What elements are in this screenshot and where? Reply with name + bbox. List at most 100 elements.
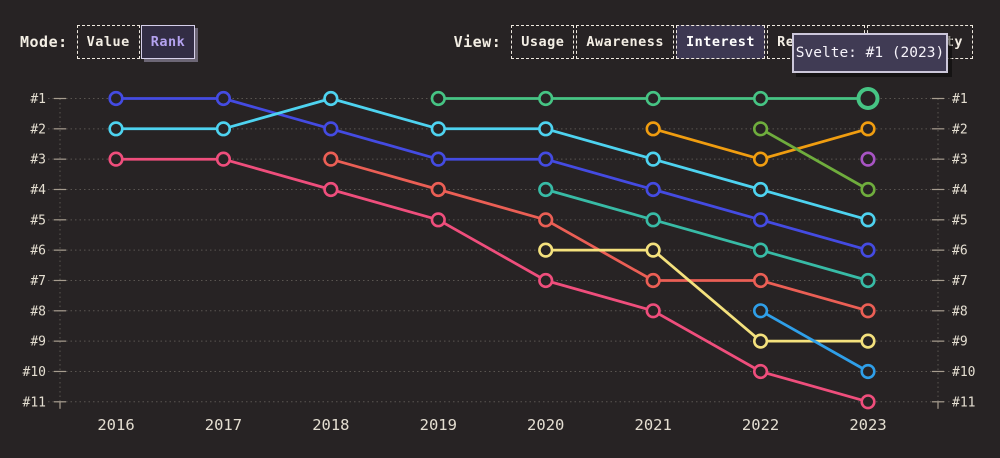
marker-olive-2022[interactable] <box>752 121 769 137</box>
marker-teal-2021[interactable] <box>645 212 661 228</box>
y-tick-right: #1 <box>952 92 968 107</box>
marker-red-2018[interactable] <box>323 151 339 167</box>
y-tick-left: #7 <box>30 274 46 289</box>
y-tick-right: #6 <box>952 244 968 259</box>
view-label: View: <box>453 33 502 51</box>
series-markers <box>108 87 880 410</box>
line-cyan <box>114 97 870 222</box>
marker-pink-2018[interactable] <box>323 181 339 198</box>
marker-cyan-2016[interactable] <box>108 121 124 137</box>
marker-orange-2023[interactable] <box>860 121 876 137</box>
marker-teal-2020[interactable] <box>538 181 554 198</box>
marker-indigo-2022[interactable] <box>752 212 769 228</box>
marker-indigo-2023[interactable] <box>860 242 876 258</box>
marker-indigo-2016[interactable] <box>108 90 124 107</box>
marker-yellow-2022[interactable] <box>752 333 769 349</box>
rank-axis-labels: #1 #1 #2 #2 #3 #3 #4 #4 #5 #5 #6 #6 #7 #7 #8 #8 #9 #9 #10 #… <box>23 92 976 434</box>
marker-yellow-2023[interactable] <box>860 333 876 349</box>
x-tick: 2021 <box>634 416 671 434</box>
line-red <box>329 157 870 313</box>
marker-teal-2023[interactable] <box>860 272 876 289</box>
y-tick-right: #8 <box>952 304 968 319</box>
x-tick: 2023 <box>849 416 886 434</box>
y-tick-left: #3 <box>30 153 46 168</box>
y-tick-right: #7 <box>952 274 968 289</box>
x-tick: 2018 <box>312 416 349 434</box>
x-tick: 2019 <box>420 416 457 434</box>
y-tick-right: #4 <box>952 183 968 198</box>
marker-pink-2020[interactable] <box>538 272 554 289</box>
marker-indigo-2017[interactable] <box>215 90 232 107</box>
marker-pink-2019[interactable] <box>430 212 446 228</box>
chart-tooltip: Svelte: #1 (2023) <box>792 33 948 73</box>
marker-cyan-2022[interactable] <box>752 181 769 198</box>
marker-cyan-2019[interactable] <box>430 121 446 137</box>
y-tick-right: #2 <box>952 122 968 137</box>
y-tick-left: #2 <box>30 122 46 137</box>
y-tick-right: #3 <box>952 153 968 168</box>
marker-orange-2022[interactable] <box>752 151 769 167</box>
marker-red-2023[interactable] <box>860 303 876 319</box>
marker-svelte-green-2019[interactable] <box>430 90 446 107</box>
marker-red-2019[interactable] <box>430 181 446 198</box>
y-tick-left: #11 <box>23 395 46 410</box>
marker-svelte-green-2023[interactable] <box>856 87 880 110</box>
mode-value-button[interactable]: Value <box>76 25 140 59</box>
x-tick: 2020 <box>527 416 564 434</box>
marker-olive-2023[interactable] <box>860 181 876 198</box>
view-awareness-button[interactable]: Awareness <box>576 25 675 59</box>
y-tick-right: #5 <box>952 213 968 228</box>
marker-yellow-2020[interactable] <box>538 242 554 258</box>
line-teal <box>544 188 870 282</box>
marker-indigo-2021[interactable] <box>645 181 661 198</box>
marker-red-2020[interactable] <box>538 212 554 228</box>
marker-pink-2021[interactable] <box>645 303 661 319</box>
y-tick-right: #9 <box>952 335 968 350</box>
y-tick-left: #10 <box>23 365 46 380</box>
mode-rank-button[interactable]: Rank <box>140 25 196 59</box>
marker-cyan-2018[interactable] <box>323 90 339 107</box>
marker-cyan-2020[interactable] <box>538 121 554 137</box>
x-tick: 2016 <box>97 416 134 434</box>
y-tick-left: #9 <box>30 335 46 350</box>
marker-purple-2023[interactable] <box>860 151 876 167</box>
marker-orange-2021[interactable] <box>645 121 661 137</box>
marker-indigo-2018[interactable] <box>323 121 339 137</box>
line-sky <box>759 309 870 373</box>
marker-red-2021[interactable] <box>645 272 661 289</box>
y-tick-left: #4 <box>30 183 46 198</box>
mode-toggle-group: Mode: Value Rank <box>20 25 196 59</box>
marker-teal-2022[interactable] <box>752 242 769 258</box>
line-pink <box>114 157 870 404</box>
marker-sky-2023[interactable] <box>860 363 876 380</box>
marker-indigo-2019[interactable] <box>430 151 446 167</box>
marker-cyan-2023[interactable] <box>860 212 876 228</box>
y-tick-left: #5 <box>30 213 46 228</box>
x-tick: 2022 <box>742 416 779 434</box>
marker-pink-2016[interactable] <box>108 151 124 167</box>
marker-svelte-green-2022[interactable] <box>752 90 769 107</box>
marker-yellow-2021[interactable] <box>645 242 661 258</box>
marker-cyan-2017[interactable] <box>215 121 232 137</box>
y-tick-left: #1 <box>30 92 46 107</box>
x-tick: 2017 <box>205 416 242 434</box>
line-indigo <box>114 97 870 252</box>
marker-svelte-green-2020[interactable] <box>538 90 554 107</box>
y-tick-left: #6 <box>30 244 46 259</box>
y-tick-right: #10 <box>952 365 975 380</box>
marker-red-2022[interactable] <box>752 272 769 289</box>
line-yellow <box>544 248 870 343</box>
y-tick-left: #8 <box>30 304 46 319</box>
y-tick-right: #11 <box>952 395 975 410</box>
marker-pink-2017[interactable] <box>215 151 232 167</box>
marker-pink-2022[interactable] <box>752 363 769 380</box>
marker-pink-2023[interactable] <box>860 394 876 410</box>
view-interest-button[interactable]: Interest <box>676 25 766 59</box>
mode-label: Mode: <box>20 33 68 51</box>
marker-cyan-2021[interactable] <box>645 151 661 167</box>
marker-svelte-green-2021[interactable] <box>645 90 661 107</box>
view-usage-button[interactable]: Usage <box>511 25 575 59</box>
marker-indigo-2020[interactable] <box>538 151 554 167</box>
marker-sky-2022[interactable] <box>752 303 769 319</box>
